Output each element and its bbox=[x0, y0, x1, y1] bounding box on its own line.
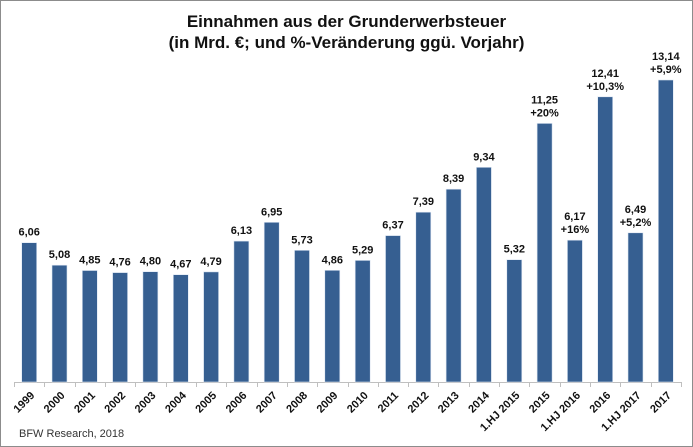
change-label: +16% bbox=[561, 224, 590, 236]
x-tick-label: 2015 bbox=[527, 390, 553, 416]
data-label: 7,39 bbox=[413, 196, 434, 208]
source-note: BFW Research, 2018 bbox=[19, 428, 125, 440]
x-tick-label: 2005 bbox=[193, 390, 219, 416]
data-label: 5,08 bbox=[49, 249, 70, 261]
x-tick-label: 2004 bbox=[163, 389, 189, 415]
bar bbox=[385, 235, 401, 383]
bar bbox=[445, 188, 462, 383]
change-label: +10,3% bbox=[586, 81, 624, 93]
data-label: 4,86 bbox=[322, 254, 343, 266]
data-label: 4,85 bbox=[79, 255, 100, 267]
bar bbox=[263, 222, 280, 383]
x-tick-label: 2007 bbox=[254, 390, 280, 416]
bar bbox=[203, 271, 219, 383]
data-label: 13,14 bbox=[652, 51, 680, 63]
bar bbox=[415, 211, 432, 383]
data-label: 12,41 bbox=[591, 68, 619, 80]
bar bbox=[21, 242, 38, 383]
bar bbox=[324, 269, 341, 383]
bar bbox=[82, 270, 98, 383]
bar bbox=[567, 239, 583, 383]
data-label: 6,17 bbox=[564, 211, 585, 223]
bar bbox=[142, 271, 159, 383]
x-tick-label: 2003 bbox=[133, 390, 159, 416]
x-tick-label: 2000 bbox=[42, 390, 68, 416]
data-label: 6,49 bbox=[625, 204, 646, 216]
bar bbox=[657, 79, 674, 383]
data-label: 5,32 bbox=[504, 244, 525, 256]
x-tick-label: 2001 bbox=[72, 390, 98, 416]
x-tick-label: 2006 bbox=[224, 390, 250, 416]
change-label: +5,2% bbox=[620, 217, 652, 229]
data-label: 4,67 bbox=[170, 259, 191, 271]
x-tick-label: 2013 bbox=[436, 390, 462, 416]
data-label: 8,39 bbox=[443, 173, 464, 185]
chart-title: Einnahmen aus der Grunderwerbsteuer bbox=[186, 12, 507, 31]
data-label: 5,73 bbox=[291, 234, 312, 246]
data-label: 6,37 bbox=[382, 220, 403, 232]
x-tick-label: 2010 bbox=[345, 390, 371, 416]
x-tick-label: 2012 bbox=[406, 390, 432, 416]
bar bbox=[597, 96, 614, 383]
bar bbox=[476, 167, 492, 383]
bar bbox=[51, 264, 68, 383]
data-label: 6,13 bbox=[231, 225, 252, 237]
bar bbox=[506, 259, 523, 383]
bar bbox=[536, 123, 553, 383]
bar bbox=[233, 240, 250, 383]
change-label: +20% bbox=[530, 107, 559, 119]
data-label: 4,76 bbox=[109, 257, 130, 269]
data-label: 9,34 bbox=[473, 151, 495, 163]
bar bbox=[627, 232, 644, 383]
data-label: 11,25 bbox=[531, 94, 558, 106]
x-tick-label: 2016 bbox=[588, 390, 614, 416]
x-tick-label: 2014 bbox=[466, 389, 492, 415]
x-tick-label: 2008 bbox=[284, 390, 310, 416]
data-label: 4,79 bbox=[200, 256, 221, 268]
data-label: 6,95 bbox=[261, 206, 282, 218]
x-tick-label: 2002 bbox=[102, 390, 128, 416]
change-label: +5,9% bbox=[650, 64, 682, 76]
bar bbox=[354, 260, 371, 383]
x-tick-label: 2009 bbox=[315, 390, 341, 416]
data-label: 6,06 bbox=[18, 227, 39, 239]
chart-subtitle: (in Mrd. €; und %-Veränderung ggü. Vorja… bbox=[168, 33, 525, 52]
bar bbox=[173, 274, 189, 383]
data-label: 4,80 bbox=[140, 256, 161, 268]
bar bbox=[294, 250, 310, 383]
x-tick-label: 1999 bbox=[12, 390, 38, 416]
x-tick-label: 2011 bbox=[376, 390, 401, 415]
x-tick-label: 2017 bbox=[648, 390, 674, 416]
data-label: 5,29 bbox=[352, 244, 373, 256]
bar bbox=[112, 272, 128, 383]
